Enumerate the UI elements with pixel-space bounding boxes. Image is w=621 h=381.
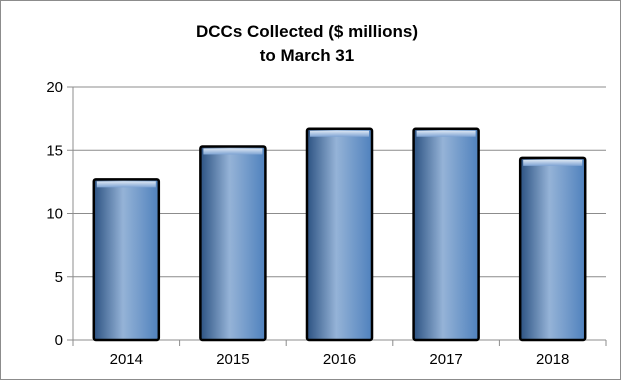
bar-2018 [518, 156, 587, 342]
bar-cap-2018 [523, 159, 583, 166]
bar-2017 [412, 127, 480, 342]
y-tick-label: 5 [55, 269, 63, 286]
y-tick-label: 15 [46, 142, 63, 159]
x-tick-label: 2015 [216, 351, 249, 368]
x-tick-label: 2016 [323, 351, 356, 368]
x-tick-label: 2018 [536, 351, 569, 368]
tick-labels: 0 5 10 15 20 2014 2015 2016 2017 2018 [46, 79, 569, 368]
bar-cap-2014 [96, 181, 156, 188]
y-tick-label: 0 [55, 332, 63, 349]
bar-2014 [92, 178, 161, 342]
chart-title-line-2: to March 31 [260, 46, 354, 65]
bar-cap-2015 [203, 148, 263, 155]
bar-2016 [305, 127, 374, 342]
y-tick-label: 10 [46, 206, 63, 223]
bar-2015 [199, 145, 267, 342]
x-tick-label: 2014 [110, 351, 143, 368]
bars [92, 127, 587, 342]
chart-title-line-1: DCCs Collected ($ millions) [196, 22, 418, 41]
x-tick-label: 2017 [429, 351, 462, 368]
bar-cap-2017 [416, 130, 476, 137]
y-tick-label: 20 [46, 79, 63, 96]
bar-cap-2016 [309, 130, 370, 137]
